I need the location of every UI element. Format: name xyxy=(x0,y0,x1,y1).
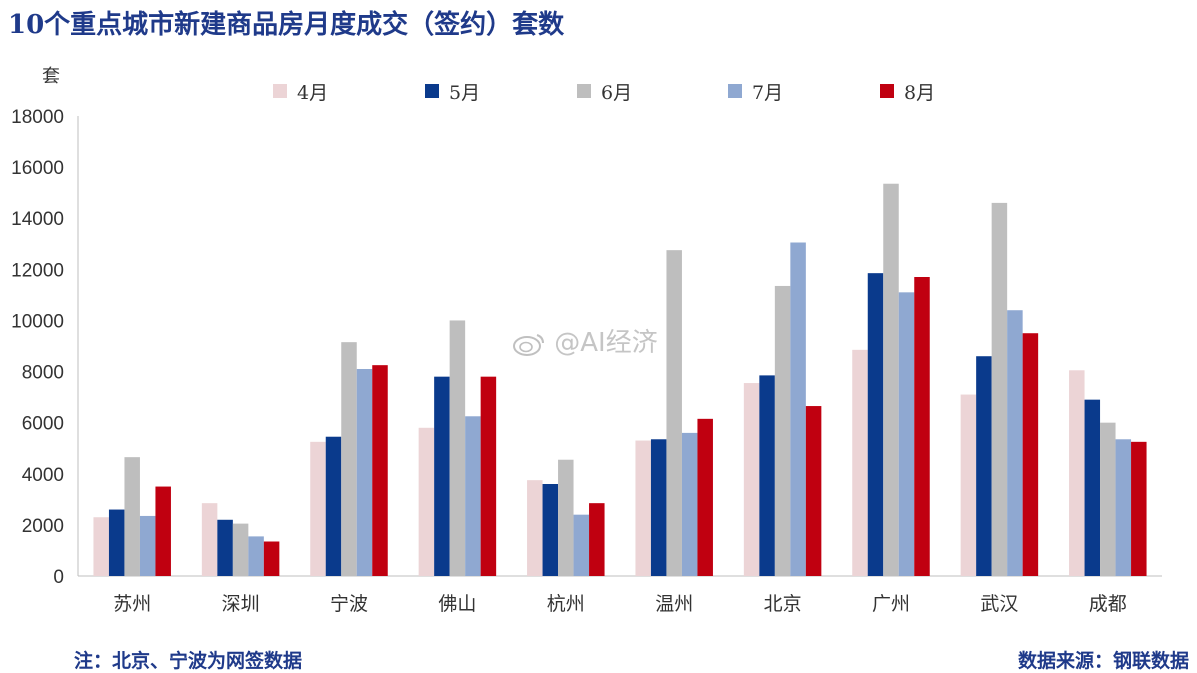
bar-6月-宁波 xyxy=(341,342,357,576)
bar-5月-杭州 xyxy=(542,484,559,576)
bar-7月-北京 xyxy=(790,242,806,576)
x-tick-label: 成都 xyxy=(1089,593,1127,615)
bar-5月-苏州 xyxy=(108,509,125,576)
x-tick-label: 北京 xyxy=(764,593,802,615)
x-tick-label: 武汉 xyxy=(980,593,1018,615)
watermark-text: @AI经济 xyxy=(554,328,658,358)
bar-4月-苏州 xyxy=(93,517,109,576)
bar-5月-广州 xyxy=(867,273,884,576)
bar-7月-杭州 xyxy=(573,514,590,576)
bar-6月-温州 xyxy=(666,250,682,576)
bar-7月-成都 xyxy=(1115,439,1132,576)
bar-4月-温州 xyxy=(635,440,651,576)
bar-8月-广州 xyxy=(914,277,930,576)
bar-4月-佛山 xyxy=(418,427,435,576)
bar-6月-杭州 xyxy=(558,459,574,576)
bar-6月-广州 xyxy=(883,183,899,576)
x-tick-label: 温州 xyxy=(655,593,693,615)
bar-4月-北京 xyxy=(743,383,760,576)
legend-swatch-4月 xyxy=(273,84,287,98)
y-tick-label: 0 xyxy=(53,567,64,588)
bar-5月-宁波 xyxy=(325,436,342,576)
y-tick-label: 2000 xyxy=(22,516,64,537)
y-tick-label: 4000 xyxy=(22,465,64,486)
bar-5月-北京 xyxy=(759,375,775,576)
bar-5月-温州 xyxy=(650,439,667,576)
bar-4月-武汉 xyxy=(960,394,977,576)
bar-6月-北京 xyxy=(774,285,791,576)
bar-5月-成都 xyxy=(1084,399,1101,576)
x-tick-label: 苏州 xyxy=(113,593,151,615)
legend-swatch-8月 xyxy=(880,84,894,98)
legend-swatch-6月 xyxy=(577,84,591,98)
legend-label: 5月 xyxy=(449,82,480,104)
bar-7月-温州 xyxy=(681,432,698,576)
bar-4月-杭州 xyxy=(527,480,543,576)
bar-8月-佛山 xyxy=(480,376,497,576)
bar-chart: 0 2000 4000 6000 8000 10000 12000 14000 16000 180… xyxy=(11,82,1162,615)
data-source: 数据来源：钢联数据 xyxy=(1017,650,1189,672)
bar-5月-武汉 xyxy=(976,356,992,576)
legend-label: 7月 xyxy=(752,82,783,104)
bar-7月-武汉 xyxy=(1007,310,1023,576)
bar-4月-成都 xyxy=(1069,370,1085,576)
x-tick-label: 佛山 xyxy=(438,593,476,615)
bar-4月-宁波 xyxy=(310,441,326,576)
legend-label: 8月 xyxy=(904,82,935,104)
bar-8月-宁波 xyxy=(372,365,388,576)
bar-7月-苏州 xyxy=(139,515,156,576)
bar-5月-深圳 xyxy=(217,519,233,576)
watermark: @AI经济 xyxy=(512,322,658,359)
bar-5月-佛山 xyxy=(434,376,450,576)
bar-6月-成都 xyxy=(1100,422,1116,576)
bar-6月-武汉 xyxy=(991,202,1008,576)
bar-6月-深圳 xyxy=(232,523,249,576)
bar-7月-佛山 xyxy=(465,416,481,576)
legend-swatch-5月 xyxy=(425,84,439,98)
y-tick-label: 8000 xyxy=(22,363,64,384)
bar-8月-武汉 xyxy=(1022,333,1039,576)
bar-8月-深圳 xyxy=(263,541,280,576)
bar-6月-佛山 xyxy=(449,320,466,576)
bar-8月-温州 xyxy=(697,418,713,576)
footnote: 注：北京、宁波为网签数据 xyxy=(74,650,303,672)
y-tick-label: 16000 xyxy=(11,158,64,179)
bar-8月-北京 xyxy=(805,406,822,576)
chart-title: 10个重点城市新建商品房月度成交（签约）套数 xyxy=(8,10,565,40)
y-tick-label: 18000 xyxy=(11,107,64,128)
bar-8月-杭州 xyxy=(589,503,605,576)
legend-label: 4月 xyxy=(297,82,328,104)
legend-swatch-7月 xyxy=(728,84,742,98)
weibo-icon xyxy=(513,333,544,356)
bar-7月-广州 xyxy=(898,292,915,576)
bar-8月-成都 xyxy=(1131,441,1147,576)
y-axis-unit: 套 xyxy=(42,66,60,87)
x-tick-label: 深圳 xyxy=(222,593,260,615)
y-tick-label: 12000 xyxy=(11,260,64,281)
bar-4月-广州 xyxy=(852,349,868,576)
y-tick-label: 6000 xyxy=(22,414,64,435)
bar-6月-苏州 xyxy=(124,457,140,576)
x-tick-label: 杭州 xyxy=(547,593,585,615)
bar-7月-深圳 xyxy=(248,536,264,576)
x-tick-label: 宁波 xyxy=(330,593,368,615)
bar-8月-苏州 xyxy=(155,486,171,576)
x-tick-label: 广州 xyxy=(872,593,910,615)
y-tick-label: 10000 xyxy=(11,311,64,332)
bar-7月-宁波 xyxy=(356,369,373,576)
y-tick-label: 14000 xyxy=(11,209,64,230)
legend-label: 6月 xyxy=(601,82,632,104)
bar-4月-深圳 xyxy=(201,503,218,576)
